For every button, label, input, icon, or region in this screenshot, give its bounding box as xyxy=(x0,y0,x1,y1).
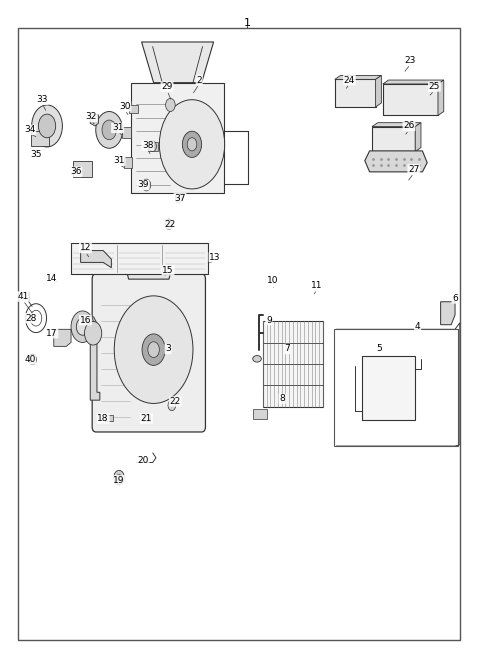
Bar xyxy=(73,161,92,177)
Text: 16: 16 xyxy=(80,316,91,325)
Text: 9: 9 xyxy=(266,316,272,325)
Bar xyxy=(148,142,158,151)
Polygon shape xyxy=(90,115,98,126)
Text: 5: 5 xyxy=(376,344,382,354)
Bar xyxy=(31,131,49,146)
Text: 11: 11 xyxy=(311,281,323,290)
Circle shape xyxy=(29,354,36,365)
Circle shape xyxy=(165,219,173,230)
Polygon shape xyxy=(335,75,381,79)
FancyBboxPatch shape xyxy=(92,274,205,432)
Polygon shape xyxy=(438,80,444,115)
Text: 3: 3 xyxy=(165,344,171,354)
Text: 20: 20 xyxy=(137,456,149,465)
Text: 40: 40 xyxy=(24,355,36,364)
Bar xyxy=(71,243,208,274)
Polygon shape xyxy=(90,317,100,400)
Circle shape xyxy=(114,470,124,485)
Bar xyxy=(131,83,224,193)
Bar xyxy=(335,79,376,107)
Text: 28: 28 xyxy=(25,314,37,323)
Circle shape xyxy=(148,342,159,358)
Text: 35: 35 xyxy=(30,150,42,159)
Polygon shape xyxy=(142,42,214,83)
Circle shape xyxy=(71,311,94,342)
Text: 33: 33 xyxy=(36,95,48,104)
Text: 15: 15 xyxy=(162,266,174,275)
Text: 27: 27 xyxy=(408,165,420,174)
Polygon shape xyxy=(122,127,131,138)
Circle shape xyxy=(175,194,182,203)
Text: 1: 1 xyxy=(244,18,251,28)
Text: 10: 10 xyxy=(267,276,278,285)
Text: 8: 8 xyxy=(279,394,285,403)
Circle shape xyxy=(114,296,193,403)
Bar xyxy=(129,105,138,113)
Polygon shape xyxy=(375,75,381,107)
Bar xyxy=(253,409,267,419)
Text: 17: 17 xyxy=(46,329,58,338)
Polygon shape xyxy=(372,123,421,127)
Circle shape xyxy=(96,112,122,148)
Text: 19: 19 xyxy=(113,476,125,485)
Text: 6: 6 xyxy=(452,294,458,303)
Bar xyxy=(383,84,438,115)
Polygon shape xyxy=(415,123,421,152)
Circle shape xyxy=(76,318,89,335)
Polygon shape xyxy=(124,157,132,168)
Text: 22: 22 xyxy=(165,220,176,229)
Circle shape xyxy=(168,400,176,411)
Text: 26: 26 xyxy=(403,121,415,131)
Circle shape xyxy=(32,105,62,147)
Text: 31: 31 xyxy=(112,123,123,133)
Ellipse shape xyxy=(252,356,261,362)
Circle shape xyxy=(38,114,56,138)
Text: 31: 31 xyxy=(113,156,125,165)
Circle shape xyxy=(84,321,102,345)
Text: 2: 2 xyxy=(196,75,202,85)
Text: 12: 12 xyxy=(80,243,91,253)
Text: 36: 36 xyxy=(70,167,82,176)
Polygon shape xyxy=(122,254,175,279)
Bar xyxy=(105,415,113,421)
Text: 30: 30 xyxy=(119,102,131,111)
Text: 4: 4 xyxy=(415,322,420,331)
Bar xyxy=(263,321,323,407)
Bar xyxy=(362,356,415,420)
Text: 29: 29 xyxy=(161,82,173,91)
Text: 21: 21 xyxy=(141,414,152,423)
Text: 22: 22 xyxy=(169,397,181,406)
Text: 7: 7 xyxy=(284,344,290,354)
Text: 24: 24 xyxy=(344,75,355,85)
Polygon shape xyxy=(383,80,444,84)
Circle shape xyxy=(102,120,116,140)
Bar xyxy=(143,415,150,421)
Polygon shape xyxy=(81,251,111,268)
Text: 32: 32 xyxy=(85,112,97,121)
Text: 23: 23 xyxy=(405,56,416,65)
Bar xyxy=(334,329,458,446)
Text: 34: 34 xyxy=(24,125,36,134)
Text: 13: 13 xyxy=(209,253,221,262)
Text: 37: 37 xyxy=(174,194,186,203)
Circle shape xyxy=(117,474,121,481)
Text: 41: 41 xyxy=(17,292,29,301)
Text: 14: 14 xyxy=(46,274,58,283)
Polygon shape xyxy=(365,151,427,172)
Polygon shape xyxy=(54,329,71,346)
Text: 25: 25 xyxy=(429,82,440,91)
Text: 18: 18 xyxy=(97,414,109,423)
Circle shape xyxy=(142,179,151,191)
Circle shape xyxy=(142,334,165,365)
Circle shape xyxy=(166,98,175,112)
Circle shape xyxy=(182,131,202,157)
Circle shape xyxy=(149,141,156,152)
Bar xyxy=(372,127,415,152)
Text: 39: 39 xyxy=(137,180,149,190)
Circle shape xyxy=(187,138,197,151)
Polygon shape xyxy=(441,302,455,325)
Text: 38: 38 xyxy=(142,141,154,150)
Circle shape xyxy=(159,100,225,189)
